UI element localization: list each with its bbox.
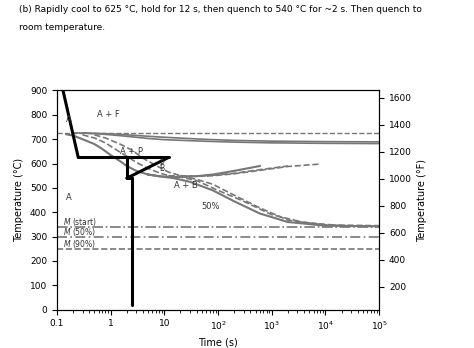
Text: 50%: 50% [202, 201, 220, 211]
Text: A: A [66, 193, 72, 202]
Y-axis label: Temperature (°C): Temperature (°C) [14, 158, 24, 242]
Text: P: P [159, 159, 164, 168]
Y-axis label: Temperature (°F): Temperature (°F) [418, 159, 428, 242]
X-axis label: Time (s): Time (s) [198, 338, 238, 347]
Text: B: B [159, 164, 164, 173]
Text: $M$ (90%): $M$ (90%) [63, 238, 96, 250]
Text: room temperature.: room temperature. [19, 23, 105, 32]
Text: A: A [66, 115, 72, 124]
Text: $M$ (50%): $M$ (50%) [63, 226, 96, 238]
Text: A + P: A + P [120, 147, 143, 156]
Text: A + F: A + F [97, 110, 119, 119]
Text: (b) Rapidly cool to 625 °C, hold for 12 s, then quench to 540 °C for ~2 s. Then : (b) Rapidly cool to 625 °C, hold for 12 … [19, 5, 422, 14]
Text: $M$ (start): $M$ (start) [63, 216, 97, 228]
Text: A + B: A + B [174, 181, 198, 190]
